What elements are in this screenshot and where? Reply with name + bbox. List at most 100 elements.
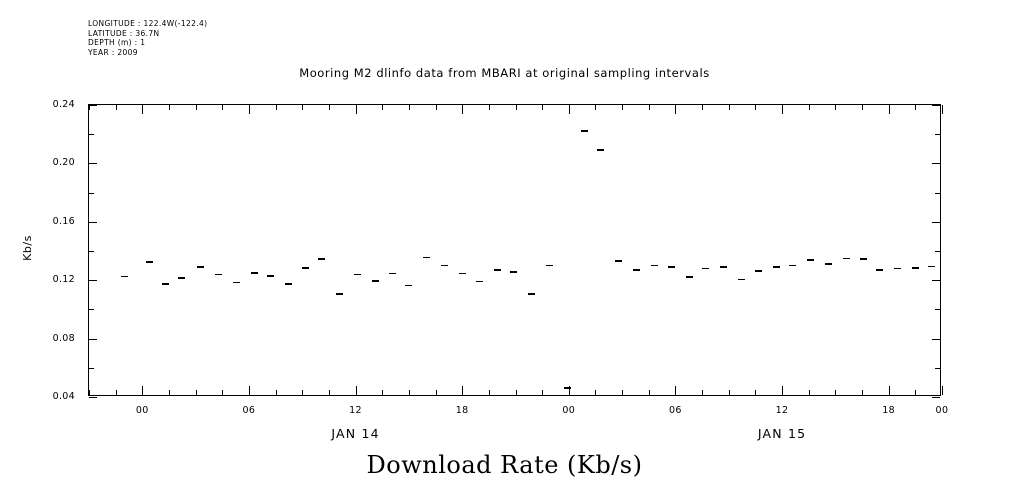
y-axis-minor-tick	[935, 134, 940, 136]
x-axis-minor-tick	[728, 390, 730, 395]
chart-title: Mooring M2 dlinfo data from MBARI at ori…	[299, 66, 710, 80]
data-point	[336, 293, 344, 295]
data-point	[806, 258, 814, 261]
x-axis-tick-label: 06	[668, 405, 682, 416]
y-axis-tick-label: 0.08	[52, 332, 75, 344]
x-axis-tick	[782, 105, 784, 114]
data-point	[545, 264, 553, 267]
data-point	[650, 264, 658, 267]
x-axis-tick-label: 18	[455, 405, 469, 416]
x-axis-minor-tick	[195, 105, 197, 110]
x-axis-tick-label: 06	[242, 405, 256, 416]
data-point	[121, 275, 129, 278]
data-point	[597, 149, 605, 152]
x-axis-minor-tick	[382, 105, 384, 110]
y-axis-minor-tick	[935, 309, 940, 311]
x-axis-tick	[355, 386, 357, 395]
x-axis-tick	[142, 105, 144, 114]
data-point	[215, 273, 223, 276]
x-axis-tick	[568, 105, 570, 114]
plot-area: 0.24 0.20 0.16 0.12 0.08 0.04 00 06 12 18 00 06 12 18…	[53, 99, 948, 441]
data-point	[232, 281, 240, 284]
x-axis-minor-tick	[835, 105, 837, 110]
y-axis-tick	[932, 338, 940, 340]
y-axis-tick	[89, 280, 97, 282]
data-point	[177, 277, 185, 279]
x-axis-minor-tick	[755, 390, 757, 395]
data-point	[686, 276, 694, 279]
y-axis-tick-label: 0.24	[52, 99, 75, 110]
x-axis-minor-tick	[168, 390, 170, 395]
x-axis-minor-tick	[862, 390, 864, 395]
x-axis-tick	[568, 386, 570, 395]
x-axis-minor-tick	[195, 390, 197, 395]
y-axis-tick	[932, 163, 940, 165]
x-axis-minor-tick	[89, 390, 90, 395]
data-point	[563, 387, 571, 390]
y-axis-tick	[89, 338, 97, 340]
data-point	[894, 267, 902, 270]
x-axis-tick-label: 00	[135, 405, 149, 416]
x-axis-minor-tick	[755, 105, 757, 110]
x-axis-minor-tick	[595, 105, 597, 110]
x-axis-minor-tick	[488, 105, 490, 110]
x-axis-tick	[782, 386, 784, 395]
data-point	[789, 264, 797, 267]
data-point	[266, 275, 274, 277]
x-axis-minor-tick	[808, 390, 810, 395]
x-axis-minor-tick	[542, 390, 544, 395]
x-axis-minor-tick	[622, 105, 624, 110]
x-axis-tick-label: 00	[935, 405, 949, 416]
x-axis-minor-tick	[408, 390, 410, 395]
x-axis-minor-tick	[915, 105, 917, 110]
data-point	[284, 283, 292, 285]
data-point	[824, 263, 832, 265]
data-point	[405, 284, 413, 287]
data-point	[476, 280, 484, 283]
data-point	[423, 256, 431, 259]
data-point	[737, 278, 745, 281]
x-axis-minor-tick	[222, 105, 224, 110]
y-axis-tick-label: 0.16	[52, 215, 75, 227]
y-axis-minor-tick	[89, 367, 94, 369]
x-axis-minor-tick	[648, 390, 650, 395]
data-point	[632, 269, 640, 271]
y-axis-tick	[89, 221, 97, 223]
x-axis-minor-tick	[435, 390, 437, 395]
x-axis-tick	[675, 386, 677, 395]
data-point	[371, 280, 379, 282]
metadata-block: LONGITUDE : 122.4W(-122.4) LATITUDE : 36…	[88, 19, 207, 57]
x-axis-tick	[462, 386, 464, 395]
data-point	[527, 293, 535, 295]
data-point	[494, 269, 502, 271]
x-axis-minor-tick	[702, 105, 704, 110]
y-axis-minor-tick	[935, 251, 940, 252]
x-axis-day-label: JAN 14	[331, 426, 380, 441]
y-axis-tick	[932, 221, 940, 223]
x-axis-minor-tick	[89, 105, 90, 110]
data-point	[250, 272, 258, 274]
x-axis-tick-label: 18	[882, 405, 896, 416]
x-axis-tick	[675, 105, 677, 114]
x-axis-tick-label: 12	[775, 405, 789, 416]
data-point	[927, 265, 935, 268]
x-axis-tick	[355, 105, 357, 114]
y-axis-tick	[932, 397, 940, 398]
bottom-caption: Download Rate (Kb/s)	[366, 451, 643, 479]
x-axis-tick	[462, 105, 464, 114]
x-axis-minor-tick	[622, 390, 624, 395]
y-axis-minor-tick	[89, 309, 94, 311]
data-point	[911, 266, 919, 269]
y-axis-minor-tick	[935, 192, 940, 194]
x-axis-tick	[888, 386, 890, 395]
x-axis-minor-tick	[702, 390, 704, 395]
data-point	[302, 266, 310, 269]
x-axis-tick	[942, 105, 943, 114]
y-axis-tick-label: 0.04	[52, 391, 75, 402]
x-axis-minor-tick	[302, 105, 304, 110]
data-point	[145, 261, 153, 263]
data-point	[353, 273, 361, 276]
x-axis-minor-tick	[595, 390, 597, 395]
x-axis-minor-tick	[168, 105, 170, 110]
data-point	[197, 266, 205, 268]
